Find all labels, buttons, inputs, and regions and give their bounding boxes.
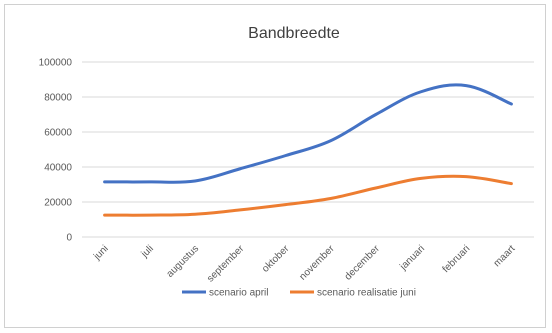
y-tick-label: 20000 xyxy=(44,198,72,209)
y-tick-label: 80000 xyxy=(44,93,72,104)
legend-label-0: scenario april xyxy=(209,288,268,299)
x-tick-label: februari xyxy=(441,243,473,275)
series-lines xyxy=(105,85,512,215)
legend-label-1: scenario realisatie juni xyxy=(317,288,416,299)
y-tick-label: 0 xyxy=(66,233,72,244)
x-tick-label: december xyxy=(343,243,383,283)
x-tick-label: juli xyxy=(139,243,156,260)
legend: scenario april scenario realisatie juni xyxy=(182,288,416,299)
y-tick-label: 40000 xyxy=(44,163,72,174)
chart-title: Bandbreedte xyxy=(248,25,340,42)
y-axis-ticks: 0 20000 40000 60000 80000 100000 xyxy=(39,58,73,244)
x-tick-label: januari xyxy=(397,243,427,273)
x-tick-label: oktober xyxy=(260,243,292,275)
x-tick-label: augustus xyxy=(165,243,201,279)
x-tick-label: november xyxy=(297,243,337,283)
x-tick-label: juni xyxy=(91,243,111,263)
x-tick-label: september xyxy=(205,243,247,285)
series-line-0 xyxy=(105,85,512,182)
y-tick-label: 60000 xyxy=(44,128,72,139)
x-tick-label: maart xyxy=(492,243,518,269)
y-tick-label: 100000 xyxy=(39,58,73,69)
x-axis-ticks: juni juli augustus september oktober november… xyxy=(91,243,517,285)
